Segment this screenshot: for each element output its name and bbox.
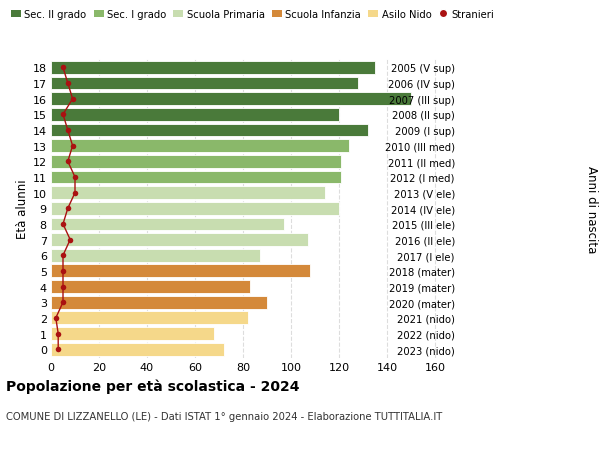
Bar bbox=[51, 93, 411, 106]
Bar bbox=[51, 124, 368, 137]
Bar bbox=[51, 343, 224, 356]
Text: COMUNE DI LIZZANELLO (LE) - Dati ISTAT 1° gennaio 2024 - Elaborazione TUTTITALIA: COMUNE DI LIZZANELLO (LE) - Dati ISTAT 1… bbox=[6, 411, 442, 421]
Legend: Sec. II grado, Sec. I grado, Scuola Primaria, Scuola Infanzia, Asilo Nido, Stran: Sec. II grado, Sec. I grado, Scuola Prim… bbox=[11, 10, 494, 20]
Point bbox=[58, 221, 68, 228]
Point bbox=[51, 314, 61, 322]
Bar bbox=[51, 62, 375, 75]
Point bbox=[68, 143, 77, 150]
Point bbox=[58, 112, 68, 119]
Point bbox=[63, 158, 73, 166]
Bar bbox=[51, 265, 310, 278]
Bar bbox=[51, 171, 341, 184]
Bar bbox=[51, 234, 308, 246]
Point bbox=[65, 236, 75, 244]
Point bbox=[58, 299, 68, 306]
Text: Popolazione per età scolastica - 2024: Popolazione per età scolastica - 2024 bbox=[6, 379, 299, 393]
Point bbox=[63, 80, 73, 88]
Bar bbox=[51, 140, 349, 153]
Point bbox=[63, 205, 73, 213]
Bar bbox=[51, 218, 284, 231]
Point bbox=[70, 190, 80, 197]
Bar bbox=[51, 156, 341, 168]
Bar bbox=[51, 280, 250, 293]
Text: Anni di nascita: Anni di nascita bbox=[584, 165, 598, 252]
Bar bbox=[51, 78, 358, 90]
Bar bbox=[51, 312, 248, 325]
Point bbox=[70, 174, 80, 181]
Bar bbox=[51, 249, 260, 262]
Bar bbox=[51, 327, 214, 340]
Point bbox=[63, 127, 73, 134]
Bar bbox=[51, 187, 325, 200]
Bar bbox=[51, 296, 267, 309]
Point bbox=[58, 65, 68, 72]
Y-axis label: Età alunni: Età alunni bbox=[16, 179, 29, 239]
Point bbox=[58, 268, 68, 275]
Point bbox=[53, 330, 63, 337]
Bar bbox=[51, 202, 339, 215]
Point bbox=[53, 346, 63, 353]
Point bbox=[58, 283, 68, 291]
Bar bbox=[51, 109, 339, 122]
Point bbox=[58, 252, 68, 259]
Point bbox=[68, 96, 77, 103]
